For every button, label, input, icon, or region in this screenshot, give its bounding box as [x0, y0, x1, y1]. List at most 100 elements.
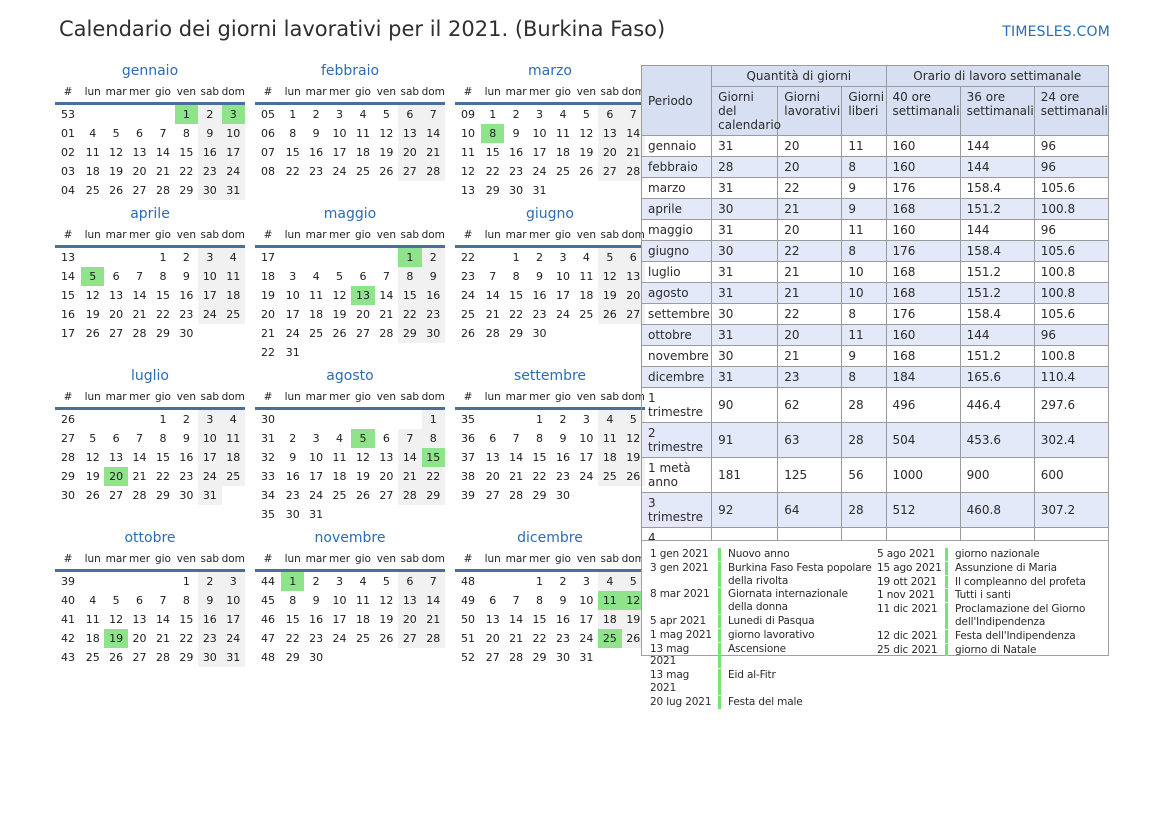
day-header: mar	[104, 227, 128, 248]
day-cell: 11	[555, 127, 570, 140]
day-cell: 5	[382, 108, 390, 121]
day-cell: 16	[198, 143, 222, 162]
page-title: Calendario dei giorni lavorativi per il …	[59, 17, 666, 41]
day-cell: 11	[309, 289, 324, 302]
week-column-header: #	[455, 84, 481, 105]
day-cell: 6	[359, 270, 367, 283]
period-value: 9	[841, 345, 887, 367]
day-cell: 24	[198, 305, 222, 324]
period-value: 21	[777, 282, 843, 304]
week-row: 06 8 9 10 11 12 13 14	[255, 124, 445, 143]
day-cell: 15	[485, 146, 500, 159]
period-value: 160	[885, 324, 961, 346]
period-value: 10	[841, 261, 887, 283]
timesles-logo-link[interactable]: TIMESLES.COM	[1002, 24, 1110, 40]
empty-day-cell	[351, 505, 374, 524]
day-cell: 11	[355, 127, 370, 140]
day-cell: 18	[221, 286, 245, 305]
week-number: 38	[461, 470, 475, 483]
empty-day-cell	[328, 505, 351, 524]
day-header: gio	[551, 84, 575, 105]
day-cell: 12	[109, 146, 124, 159]
day-cell: 13	[485, 613, 500, 626]
month-grid: # lun mar mer gio ven sab dom 35 1 2 3 4 5 36 6 7 8 9 10 11 1…	[455, 389, 645, 505]
day-cell: 4	[336, 432, 344, 445]
periodo-header: Periodo	[640, 65, 713, 136]
week-row: 20 17 18 19 20 21 22 23	[255, 305, 445, 324]
day-cell: 4	[89, 594, 97, 607]
day-cell: 6	[398, 570, 422, 591]
holiday-item: 20 lug 2021 Festa del male	[650, 695, 873, 709]
work-table-row: 1 metà anno 181 125 56 1000 900 600	[640, 457, 1110, 493]
day-cell: 12	[85, 451, 100, 464]
week-number: 26	[461, 327, 475, 340]
day-cell: 26	[332, 327, 347, 340]
day-header: ven	[174, 551, 199, 572]
day-cell: 14	[621, 124, 645, 143]
period-value: 307.2	[1033, 492, 1110, 528]
day-cell: 24	[579, 470, 594, 483]
day-cell: 22	[509, 308, 524, 321]
day-cell: 2	[182, 251, 190, 264]
day-cell: 15	[532, 451, 547, 464]
week-number: 01	[61, 127, 75, 140]
holiday-name: Tutti i santi	[955, 589, 1011, 602]
day-cell: 4	[598, 570, 622, 591]
day-header: dom	[621, 84, 645, 105]
week-number: 28	[61, 451, 75, 464]
week-number: 30	[61, 489, 75, 502]
holiday-date: 20 lug 2021	[650, 695, 712, 708]
month-title: luglio	[131, 368, 169, 384]
holiday-item: 11 dic 2021 Proclamazione del Giorno dell…	[877, 603, 1100, 629]
day-cell: 24	[285, 327, 300, 340]
day-header: lun	[81, 84, 105, 105]
period-value: 20	[777, 135, 843, 157]
week-row: 13 29 30 31	[455, 181, 645, 200]
day-cell: 21	[485, 308, 500, 321]
day-header: sab	[398, 389, 422, 410]
day-cell: 5	[621, 570, 645, 591]
day-cell: 7	[159, 594, 167, 607]
period-value: 105.6	[1033, 303, 1110, 325]
week-row: 34 23 24 25 26 27 28 29	[255, 486, 445, 505]
day-cell: 29	[509, 327, 524, 340]
day-cell: 9	[559, 432, 567, 445]
group-header: Quantità di giorni	[711, 65, 887, 87]
holiday-item: 5 ago 2021 giorno nazionale	[877, 548, 1100, 561]
week-column-header: #	[455, 227, 481, 248]
week-row: 24 14 15 16 17 18 19 20	[455, 286, 645, 305]
day-cell: 9	[198, 124, 222, 143]
work-table: Periodo Quantità di giorni Orario di lavor…	[640, 65, 1110, 619]
day-cell: 28	[509, 489, 524, 502]
day-cell: 4	[312, 270, 320, 283]
period-value: 496	[885, 387, 961, 423]
day-header: mar	[304, 227, 328, 248]
day-header-row: # lun mar mer gio ven sab dom	[55, 389, 245, 410]
day-cell: 13	[598, 124, 622, 143]
week-column-header: #	[255, 389, 281, 410]
period-label: agosto	[640, 282, 713, 304]
month-luglio: luglio # lun mar mer gio ven sab dom 26 1 2 3 4 27 5 6 7 8…	[55, 365, 245, 505]
period-value: 30	[711, 240, 779, 262]
day-cell: 12	[85, 289, 100, 302]
month-grid: # lun mar mer gio ven sab dom 30 1 31 2 3 4 5 6 7 8 32 9 10 1…	[255, 389, 445, 524]
holiday-marker-icon	[945, 603, 948, 629]
day-cell: 14	[132, 451, 147, 464]
day-cell: 22	[532, 632, 547, 645]
day-cell: 1	[289, 108, 297, 121]
day-cell: 18	[355, 613, 370, 626]
work-table-header-row-1: Periodo Quantità di giorni Orario di lavor…	[640, 65, 1109, 136]
day-header: gio	[351, 227, 375, 248]
week-column-header: #	[255, 551, 281, 572]
week-row: 31 2 3 4 5 6 7 8	[255, 429, 445, 448]
day-header: lun	[481, 551, 505, 572]
empty-day-cell	[104, 247, 127, 268]
period-value: 1000	[885, 457, 961, 493]
period-label: 1 metà anno	[640, 457, 713, 493]
month-title: novembre	[314, 530, 386, 546]
period-value: 100.8	[1033, 198, 1110, 220]
period-value: 297.6	[1033, 387, 1110, 423]
month-title: dicembre	[517, 530, 583, 546]
day-header: dom	[221, 227, 245, 248]
empty-day-cell	[575, 181, 598, 200]
